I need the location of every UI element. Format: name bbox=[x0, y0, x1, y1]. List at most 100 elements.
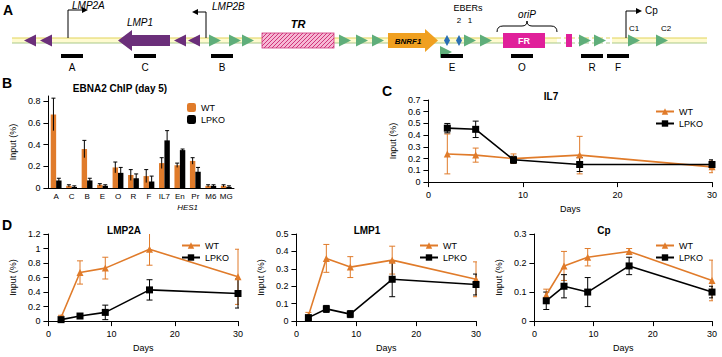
svg-text:F: F bbox=[146, 192, 151, 201]
svg-text:C2: C2 bbox=[661, 24, 672, 33]
svg-text:E: E bbox=[100, 192, 105, 201]
svg-text:Days: Days bbox=[560, 204, 581, 214]
svg-text:Input (%): Input (%) bbox=[388, 123, 398, 160]
svg-text:B: B bbox=[219, 62, 226, 73]
svg-text:HES1: HES1 bbox=[177, 203, 198, 212]
svg-text:0.2: 0.2 bbox=[514, 258, 527, 268]
svg-text:F: F bbox=[615, 62, 621, 73]
svg-text:0: 0 bbox=[426, 190, 431, 200]
svg-text:0.1: 0.1 bbox=[408, 165, 421, 175]
svg-text:LMP1: LMP1 bbox=[127, 17, 153, 28]
svg-text:Input (%): Input (%) bbox=[494, 259, 504, 296]
svg-text:0.4: 0.4 bbox=[28, 287, 41, 297]
svg-text:0.8: 0.8 bbox=[28, 96, 41, 106]
svg-text:FR: FR bbox=[518, 36, 530, 46]
svg-text:EBNA2 ChIP (day 5): EBNA2 ChIP (day 5) bbox=[73, 83, 167, 94]
svg-text:20: 20 bbox=[411, 329, 421, 339]
svg-text:WT: WT bbox=[201, 103, 215, 113]
svg-text:A: A bbox=[69, 62, 76, 73]
svg-text:EBERs: EBERs bbox=[453, 3, 483, 13]
svg-text:WT: WT bbox=[443, 241, 457, 251]
svg-text:0.4: 0.4 bbox=[408, 130, 421, 140]
svg-text:Days: Days bbox=[133, 343, 154, 353]
svg-text:20: 20 bbox=[612, 190, 622, 200]
svg-text:0.2: 0.2 bbox=[408, 154, 421, 164]
svg-text:0: 0 bbox=[35, 183, 40, 193]
svg-text:TR: TR bbox=[291, 18, 306, 30]
svg-text:10: 10 bbox=[518, 190, 528, 200]
svg-text:Input (%): Input (%) bbox=[256, 259, 266, 296]
svg-text:En: En bbox=[175, 192, 185, 201]
svg-text:30: 30 bbox=[707, 190, 717, 200]
svg-text:0.2: 0.2 bbox=[28, 161, 41, 171]
svg-text:Pr: Pr bbox=[191, 192, 199, 201]
svg-text:0: 0 bbox=[294, 329, 299, 339]
svg-text:O: O bbox=[115, 192, 121, 201]
svg-text:0.3: 0.3 bbox=[276, 264, 289, 274]
svg-text:30: 30 bbox=[707, 329, 717, 339]
svg-text:0.6: 0.6 bbox=[28, 118, 41, 128]
svg-text:Cp: Cp bbox=[597, 225, 610, 236]
svg-text:1.2: 1.2 bbox=[28, 229, 41, 239]
svg-text:LMP2B: LMP2B bbox=[212, 1, 245, 12]
svg-text:0.1: 0.1 bbox=[514, 287, 527, 297]
svg-text:LMP1: LMP1 bbox=[354, 225, 381, 236]
svg-text:WT: WT bbox=[679, 241, 693, 251]
svg-text:LPKO: LPKO bbox=[443, 253, 467, 263]
svg-text:Days: Days bbox=[376, 343, 397, 353]
svg-text:20: 20 bbox=[170, 329, 180, 339]
svg-text:Input (%): Input (%) bbox=[8, 259, 18, 296]
svg-text:R: R bbox=[131, 192, 137, 201]
svg-text:LMP2A: LMP2A bbox=[72, 0, 105, 11]
svg-text:LPKO: LPKO bbox=[205, 253, 229, 263]
svg-text:0.5: 0.5 bbox=[408, 118, 421, 128]
svg-text:0: 0 bbox=[521, 316, 526, 326]
svg-text:Input (%): Input (%) bbox=[8, 124, 18, 161]
svg-text:0.2: 0.2 bbox=[28, 302, 41, 312]
svg-text:LPKO: LPKO bbox=[679, 253, 703, 263]
svg-text:LPKO: LPKO bbox=[679, 119, 703, 129]
svg-text:C: C bbox=[382, 84, 392, 99]
svg-text:0.3: 0.3 bbox=[514, 229, 527, 239]
svg-text:0.8: 0.8 bbox=[28, 258, 41, 268]
svg-text:O: O bbox=[518, 62, 526, 73]
svg-text:WT: WT bbox=[679, 107, 693, 117]
svg-text:0.6: 0.6 bbox=[408, 107, 421, 117]
svg-text:Cp: Cp bbox=[645, 5, 658, 16]
svg-text:0.3: 0.3 bbox=[408, 142, 421, 152]
svg-text:0.2: 0.2 bbox=[276, 281, 289, 291]
svg-text:BNRF1: BNRF1 bbox=[395, 37, 422, 46]
svg-text:B: B bbox=[2, 76, 12, 91]
svg-text:IL7: IL7 bbox=[159, 192, 171, 201]
svg-text:C: C bbox=[141, 62, 148, 73]
svg-text:IL7: IL7 bbox=[544, 91, 559, 102]
svg-text:30: 30 bbox=[471, 329, 481, 339]
svg-text:10: 10 bbox=[351, 329, 361, 339]
svg-text:0.1: 0.1 bbox=[276, 299, 289, 309]
svg-text:M6: M6 bbox=[205, 192, 217, 201]
svg-text:D: D bbox=[2, 218, 12, 233]
svg-text:1: 1 bbox=[468, 16, 473, 25]
svg-text:Days: Days bbox=[613, 343, 634, 353]
svg-text:0: 0 bbox=[46, 329, 51, 339]
svg-text:0.6: 0.6 bbox=[28, 273, 41, 283]
svg-text:A: A bbox=[53, 192, 59, 201]
svg-text:LPKO: LPKO bbox=[201, 115, 225, 125]
svg-text:2: 2 bbox=[457, 16, 462, 25]
svg-text:WT: WT bbox=[205, 241, 219, 251]
svg-text:oriP: oriP bbox=[518, 9, 536, 20]
svg-text:1: 1 bbox=[35, 244, 40, 254]
svg-text:0: 0 bbox=[35, 316, 40, 326]
svg-text:C1: C1 bbox=[629, 24, 640, 33]
svg-text:R: R bbox=[588, 62, 595, 73]
svg-text:0.4: 0.4 bbox=[28, 140, 41, 150]
svg-text:MG: MG bbox=[220, 192, 233, 201]
svg-text:B: B bbox=[84, 192, 89, 201]
svg-text:0.5: 0.5 bbox=[276, 229, 289, 239]
svg-text:0.4: 0.4 bbox=[276, 246, 289, 256]
svg-text:10: 10 bbox=[589, 329, 599, 339]
svg-text:10: 10 bbox=[107, 329, 117, 339]
svg-text:A: A bbox=[3, 2, 13, 18]
svg-text:0.7: 0.7 bbox=[408, 95, 421, 105]
svg-text:LMP2A: LMP2A bbox=[107, 225, 141, 236]
